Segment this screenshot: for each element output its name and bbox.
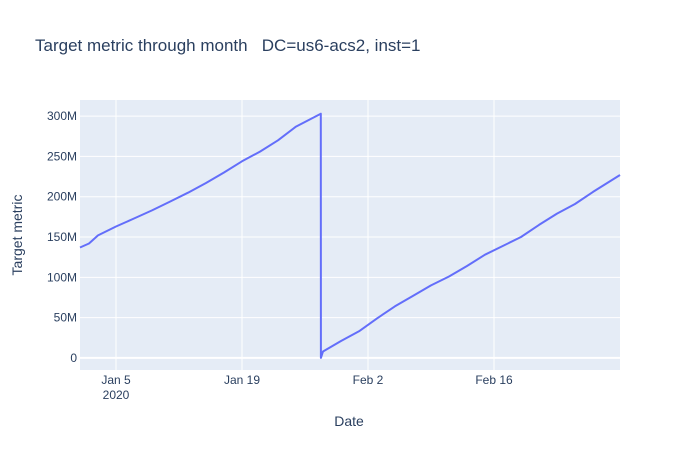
x-tick-sublabel: 2020: [103, 388, 130, 402]
y-tick-label: 100M: [47, 270, 77, 284]
series-line: [79, 112, 621, 359]
y-tick-label: 300M: [47, 109, 77, 123]
y-tick-label: 250M: [47, 149, 77, 163]
x-tick-label: Feb 2: [353, 373, 384, 387]
y-tick-label: 150M: [47, 230, 77, 244]
plot-area: [80, 100, 620, 370]
x-tick-label: Jan 19: [224, 373, 260, 387]
series-layer: [79, 112, 621, 359]
y-tick-label: 50M: [54, 311, 77, 325]
y-tick-label: 200M: [47, 190, 77, 204]
x-axis-title: Date: [334, 413, 364, 429]
x-tick-label: Jan 5: [101, 373, 131, 387]
y-tick-label: 0: [70, 351, 77, 365]
chart-title: Target metric through month DC=us6-acs2,…: [35, 36, 421, 55]
y-axis-title: Target metric: [9, 195, 25, 276]
x-tick-label: Feb 16: [475, 373, 513, 387]
grid-layer: [80, 100, 620, 370]
